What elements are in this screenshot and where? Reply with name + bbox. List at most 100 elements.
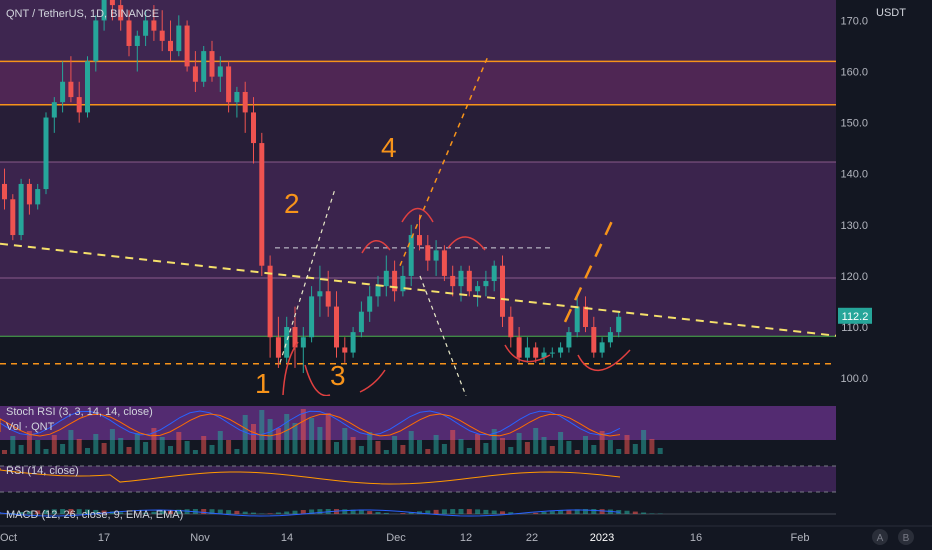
time-axis: Oct 17 Nov 14 Dec 12 22 2023 16 Feb A B (0, 525, 932, 545)
macd-hist (300, 510, 306, 514)
volume-bar (126, 447, 132, 454)
band-upper (0, 61, 836, 105)
vol-label: Vol · QNT (6, 421, 55, 433)
candle-body (267, 265, 273, 338)
volume-bar (342, 428, 348, 454)
macd-hist (143, 512, 149, 514)
macd-hist (275, 512, 281, 514)
macd-hist (85, 509, 90, 514)
macd-hist (491, 510, 497, 514)
price-badge (838, 307, 872, 324)
candle-body (201, 51, 207, 82)
candle-body (118, 5, 124, 21)
candle-body (134, 35, 140, 46)
volume-bar (433, 435, 439, 454)
currency-label: USDT (876, 7, 906, 19)
macd-hist (549, 511, 555, 514)
horizontal-levels (0, 60, 836, 365)
volume-bar (10, 436, 16, 454)
macd-hist (500, 511, 505, 514)
volume-bar (607, 440, 613, 454)
volume-bar (85, 448, 90, 454)
pattern-arc (359, 369, 386, 393)
macd-hist (18, 512, 24, 514)
macd-hist (176, 509, 182, 514)
macd-hist (541, 511, 547, 514)
candle-body (284, 327, 290, 358)
volume-bar (524, 442, 530, 454)
volume-bar (417, 440, 422, 454)
macd-hist (475, 509, 481, 514)
downtrend-line (0, 242, 837, 337)
macd-hist (408, 512, 414, 514)
volume-bar (201, 436, 207, 454)
macd-hist (632, 511, 638, 514)
price-tick: 120.0 (840, 271, 868, 283)
candle-body (599, 342, 605, 353)
price-tick: 150.0 (840, 118, 868, 130)
macd-hist (466, 509, 472, 514)
volume-bar (176, 432, 182, 454)
macd-hist (292, 510, 298, 514)
macd-hist (624, 510, 630, 514)
macd-hist (367, 511, 373, 514)
candle-body (26, 183, 32, 205)
candle-body (259, 143, 265, 266)
volume-bar (441, 444, 447, 454)
candle-body (184, 25, 190, 67)
volume-bar (118, 438, 124, 454)
wave-line (279, 188, 336, 363)
price-bands (0, 0, 836, 337)
volume-bar (574, 450, 580, 454)
candle-body (549, 352, 555, 354)
candle-body (458, 270, 464, 287)
time-tick: 2023 (590, 532, 614, 544)
candle-body (433, 250, 439, 261)
macd-hist (317, 509, 323, 514)
price-tick: 100.0 (840, 373, 868, 385)
candle-body (159, 30, 165, 41)
volume-bar (624, 435, 630, 454)
pattern-arc (577, 349, 631, 372)
volume-bar (500, 438, 505, 454)
candle-body (607, 332, 613, 343)
macd-hist (101, 510, 107, 514)
volume-bar (400, 445, 406, 454)
macd-hist (76, 509, 82, 514)
macd-hist (151, 511, 157, 514)
macd-line (0, 509, 621, 517)
volume-bar (367, 432, 373, 454)
price-tick: 130.0 (840, 220, 868, 232)
current-price: 112.2 (842, 311, 869, 323)
pattern-arc (401, 207, 434, 223)
macd-hist (508, 512, 514, 514)
footer-badge (872, 529, 888, 545)
volume-bar (35, 440, 41, 454)
volume-bar (491, 429, 497, 454)
candle-body (309, 296, 315, 338)
volume-bar (60, 444, 66, 454)
volume-bar (234, 449, 240, 454)
volume-bar (450, 430, 456, 454)
volume-bar (2, 450, 7, 454)
candle-body (43, 117, 49, 190)
macd-hist (68, 509, 74, 514)
wave-number-4: 4 (381, 132, 397, 163)
candle-body (383, 270, 389, 287)
footer-badge-label: B (903, 533, 910, 544)
macd-hist (358, 510, 364, 514)
candle-body (516, 337, 522, 358)
macd-hist (118, 512, 124, 514)
band-lower (0, 161, 836, 337)
candle-body (292, 327, 298, 348)
macd-label: MACD (12, 26, close, 9, EMA, EMA) (6, 509, 183, 521)
macd-hist (350, 509, 356, 514)
candle-body (76, 97, 82, 113)
volume-bar (192, 450, 198, 454)
footer-badge (898, 529, 914, 545)
candle-body (109, 0, 115, 6)
candle-body (616, 316, 622, 333)
macd-hist (60, 509, 66, 514)
stoch-k-line (0, 410, 621, 436)
